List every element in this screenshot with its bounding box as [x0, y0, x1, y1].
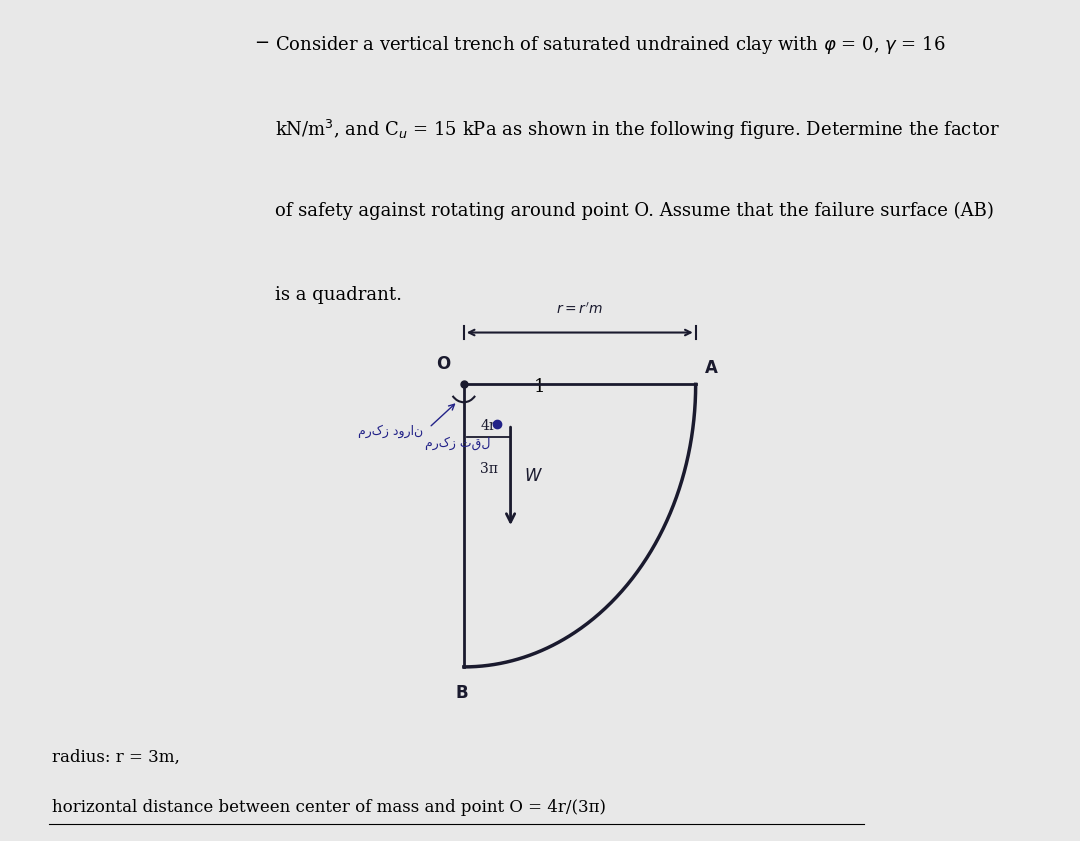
- Text: B: B: [456, 684, 469, 702]
- Text: 3π: 3π: [480, 462, 498, 475]
- Text: W: W: [525, 467, 541, 485]
- Text: 4r: 4r: [481, 420, 497, 433]
- Text: A: A: [705, 359, 718, 377]
- Text: Consider a vertical trench of saturated undrained clay with $\varphi$ = 0, $\gam: Consider a vertical trench of saturated …: [275, 34, 946, 56]
- Text: 1: 1: [535, 378, 545, 396]
- Text: −: −: [254, 34, 269, 51]
- Text: is a quadrant.: is a quadrant.: [275, 286, 403, 304]
- Text: horizontal distance between center of mass and point O = 4r/(3π): horizontal distance between center of ma…: [52, 799, 606, 816]
- Text: radius: r = 3m,: radius: r = 3m,: [52, 748, 179, 765]
- Text: O: O: [435, 355, 450, 373]
- Text: مرکز دوران: مرکز دوران: [357, 425, 423, 438]
- Text: مرکز ثقل: مرکز ثقل: [426, 436, 490, 450]
- Text: kN/m$^3$, and C$_u$ = 15 kPa as shown in the following figure. Determine the fac: kN/m$^3$, and C$_u$ = 15 kPa as shown in…: [275, 118, 1000, 142]
- Text: of safety against rotating around point O. Assume that the failure surface (‫AB‬: of safety against rotating around point …: [275, 202, 995, 220]
- Text: $r = r^{\prime}m$: $r = r^{\prime}m$: [556, 301, 604, 316]
